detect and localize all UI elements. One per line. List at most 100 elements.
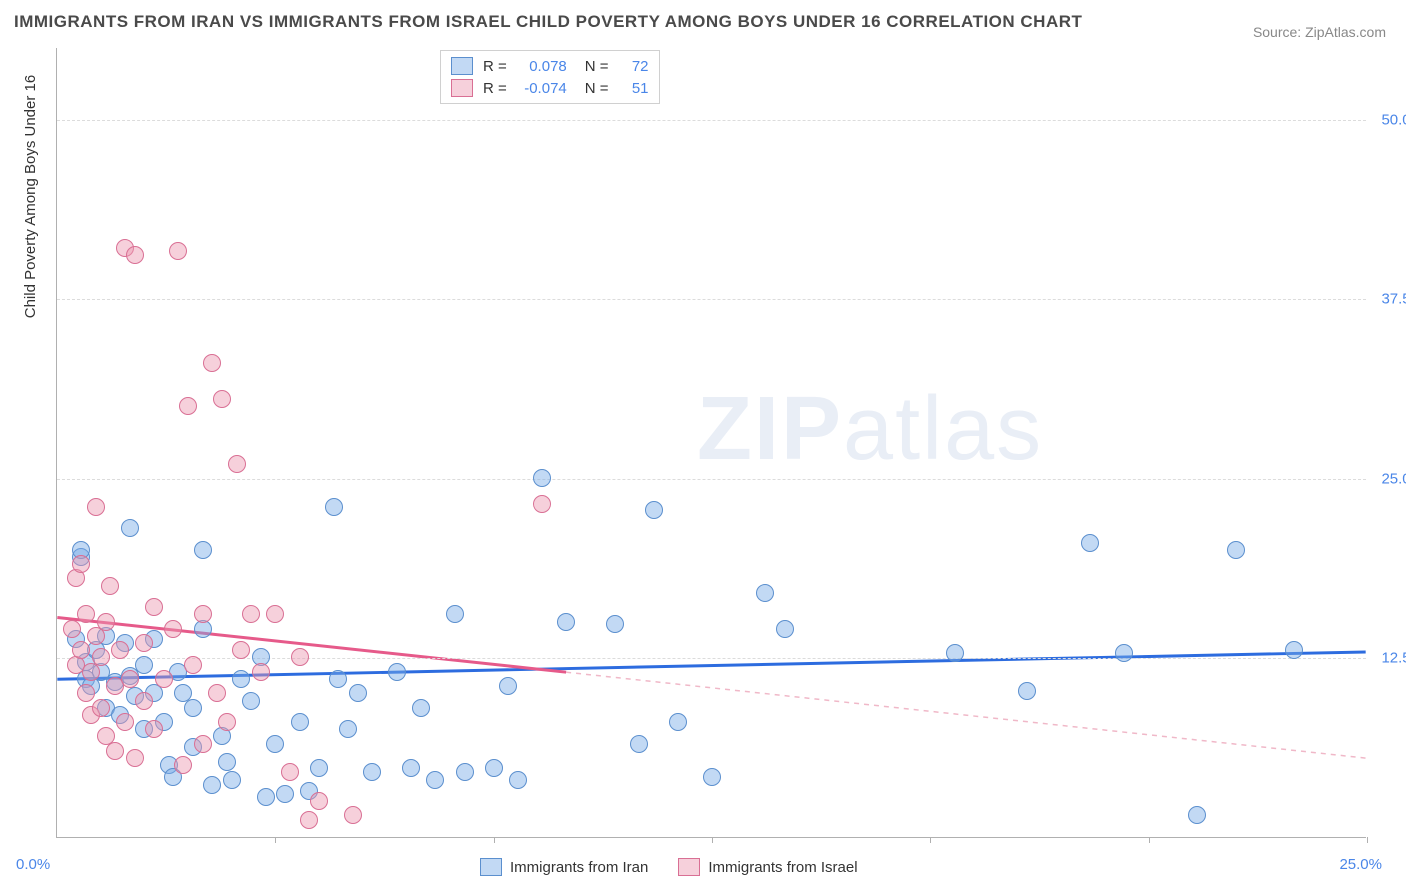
data-point [485, 759, 503, 777]
data-point [776, 620, 794, 638]
data-point [145, 720, 163, 738]
stat-r-label: R = [483, 58, 507, 75]
data-point [63, 620, 81, 638]
data-point [232, 641, 250, 659]
legend-swatch [451, 79, 473, 97]
data-point [509, 771, 527, 789]
legend-label: Immigrants from Israel [708, 859, 857, 876]
data-point [1227, 541, 1245, 559]
source-label: Source: ZipAtlas.com [1253, 24, 1386, 40]
data-point [349, 684, 367, 702]
data-point [266, 605, 284, 623]
stat-n-label: N = [585, 58, 609, 75]
data-point [194, 735, 212, 753]
x-tick [1367, 837, 1368, 843]
data-point [92, 699, 110, 717]
data-point [97, 613, 115, 631]
x-tick [494, 837, 495, 843]
data-point [388, 663, 406, 681]
y-axis-label: Child Poverty Among Boys Under 16 [22, 75, 39, 318]
data-point [121, 670, 139, 688]
data-point [412, 699, 430, 717]
chart-title: IMMIGRANTS FROM IRAN VS IMMIGRANTS FROM … [14, 12, 1082, 32]
data-point [339, 720, 357, 738]
stat-r-value: -0.074 [517, 80, 567, 97]
x-tick [1149, 837, 1150, 843]
data-point [669, 713, 687, 731]
data-point [72, 555, 90, 573]
legend-swatch [678, 858, 700, 876]
data-point [557, 613, 575, 631]
data-point [106, 742, 124, 760]
data-point [126, 246, 144, 264]
data-point [1018, 682, 1036, 700]
data-point [402, 759, 420, 777]
data-point [946, 644, 964, 662]
data-point [1285, 641, 1303, 659]
x-tick [275, 837, 276, 843]
data-point [533, 495, 551, 513]
data-point [184, 656, 202, 674]
stat-r-label: R = [483, 80, 507, 97]
data-point [145, 598, 163, 616]
chart-svg [57, 48, 1366, 837]
data-point [291, 648, 309, 666]
data-point [72, 641, 90, 659]
gridline [57, 299, 1366, 300]
gridline [57, 120, 1366, 121]
data-point [645, 501, 663, 519]
data-point [194, 541, 212, 559]
legend-label: Immigrants from Iran [510, 859, 648, 876]
stat-legend: R =0.078N =72R =-0.074N =51 [440, 50, 660, 104]
data-point [1115, 644, 1133, 662]
x-tick [930, 837, 931, 843]
data-point [232, 670, 250, 688]
x-tick-label: 0.0% [16, 856, 50, 873]
data-point [135, 656, 153, 674]
data-point [266, 735, 284, 753]
data-point [252, 663, 270, 681]
stat-n-value: 72 [619, 58, 649, 75]
data-point [276, 785, 294, 803]
bottom-legend: Immigrants from Iran Immigrants from Isra… [480, 858, 858, 876]
data-point [257, 788, 275, 806]
data-point [174, 756, 192, 774]
stat-legend-row: R = 0.078 N = 72 [447, 55, 653, 77]
trend-line-dashed [566, 672, 1366, 758]
data-point [456, 763, 474, 781]
data-point [126, 749, 144, 767]
stat-r-value: 0.078 [517, 58, 567, 75]
data-point [164, 620, 182, 638]
data-point [426, 771, 444, 789]
data-point [325, 498, 343, 516]
data-point [300, 811, 318, 829]
data-point [218, 753, 236, 771]
data-point [228, 455, 246, 473]
y-tick-label: 50.0% [1381, 111, 1406, 128]
data-point [606, 615, 624, 633]
data-point [242, 605, 260, 623]
data-point [77, 605, 95, 623]
data-point [111, 641, 129, 659]
x-tick-label: 25.0% [1339, 856, 1382, 873]
data-point [703, 768, 721, 786]
data-point [363, 763, 381, 781]
data-point [242, 692, 260, 710]
data-point [121, 519, 139, 537]
data-point [77, 684, 95, 702]
plot-area: ZIPatlas 12.5%25.0%37.5%50.0% [56, 48, 1366, 838]
watermark-rest: atlas [843, 379, 1043, 479]
data-point [446, 605, 464, 623]
data-point [218, 713, 236, 731]
y-tick-label: 25.0% [1381, 470, 1406, 487]
legend-swatch [451, 57, 473, 75]
stat-n-value: 51 [619, 80, 649, 97]
legend-item: Immigrants from Israel [678, 858, 857, 876]
data-point [533, 469, 551, 487]
data-point [87, 498, 105, 516]
data-point [155, 670, 173, 688]
data-point [344, 806, 362, 824]
data-point [184, 699, 202, 717]
y-tick-label: 37.5% [1381, 291, 1406, 308]
data-point [329, 670, 347, 688]
